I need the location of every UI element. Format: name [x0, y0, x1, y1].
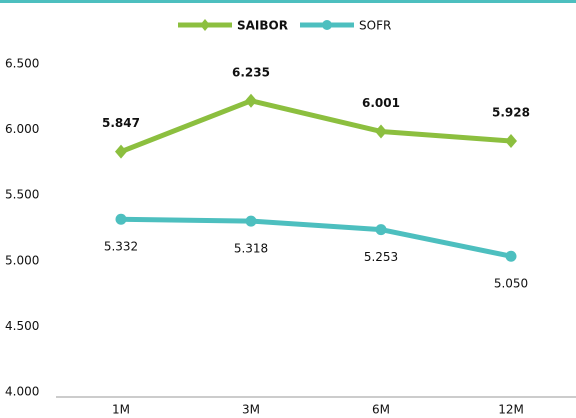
data-label: 5.928	[492, 106, 530, 120]
point	[375, 124, 387, 139]
x-tick-label: 12M	[498, 403, 524, 417]
data-label: 6.235	[232, 65, 270, 79]
data-label: 5.253	[364, 250, 398, 264]
x-tick-label: 1M	[112, 403, 130, 417]
top-border	[0, 0, 576, 3]
point	[505, 134, 517, 149]
data-label: 5.050	[494, 277, 528, 291]
data-label: 5.847	[102, 116, 140, 130]
data-label: 5.318	[234, 242, 268, 256]
point	[245, 93, 257, 108]
legend-label: SOFR	[359, 19, 391, 33]
point	[505, 250, 517, 262]
legend-marker	[322, 20, 332, 30]
y-tick-label: 4.000	[5, 385, 39, 399]
data-label: 6.001	[362, 96, 400, 110]
y-tick-label: 5.000	[5, 253, 39, 267]
point	[375, 224, 387, 236]
x-tick-label: 6M	[372, 403, 390, 417]
y-tick-label: 6.500	[5, 57, 39, 71]
line	[120, 98, 512, 155]
line	[120, 216, 512, 259]
point	[115, 144, 127, 159]
x-tick-label: 3M	[242, 403, 260, 417]
y-tick-label: 6.000	[5, 122, 39, 136]
point	[245, 215, 257, 227]
y-tick-label: 4.500	[5, 319, 39, 333]
point	[115, 213, 127, 225]
data-label: 5.332	[104, 240, 138, 254]
legend-marker	[200, 19, 210, 31]
y-tick-label: 5.500	[5, 188, 39, 202]
legend-label: SAIBOR	[237, 19, 288, 33]
